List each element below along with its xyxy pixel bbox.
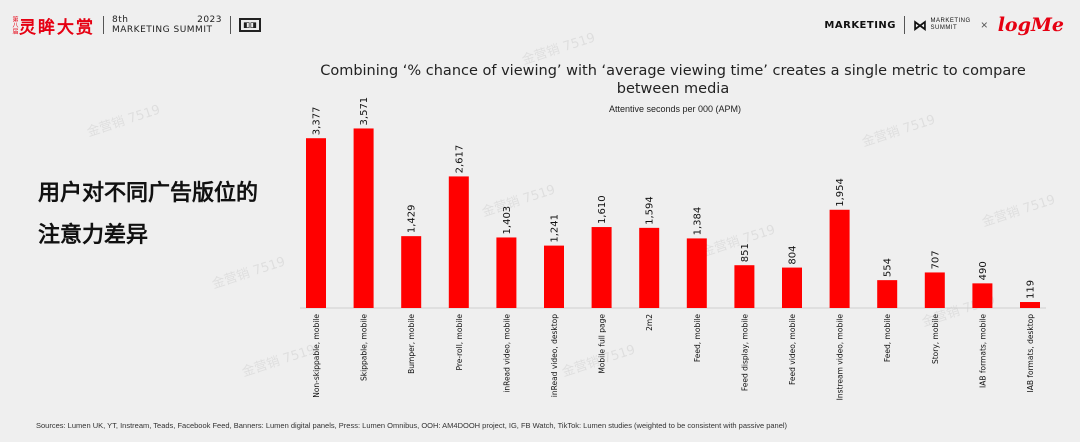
summit-year: 2023	[197, 15, 222, 25]
source-note: Sources: Lumen UK, YT, Instream, Teads, …	[36, 421, 788, 430]
m-mark-icon: ⋈	[913, 16, 928, 33]
bar	[353, 128, 374, 308]
bar	[686, 238, 707, 308]
event-logo: 第八届 灵眸大赏 8th 2023 MARKETING SUMMIT ◧◨	[7, 12, 261, 38]
category-label: Non-skippable, mobile	[312, 314, 321, 398]
data-label: 1,594	[645, 196, 656, 225]
bar	[877, 280, 898, 308]
marketing-logo: MARKETING	[824, 19, 897, 31]
marketing-summit-logo: ⋈ MARKETING SUMMIT	[913, 18, 971, 32]
data-label: 1,403	[502, 206, 513, 235]
category-label: Bumper, mobile	[407, 314, 416, 374]
chart-subtitle: Attentive seconds per 000 (APM)	[608, 104, 742, 114]
partner-logos: MARKETING ⋈ MARKETING SUMMIT × logMe	[824, 10, 1064, 40]
brand-mark-icon: ◧◨	[239, 18, 261, 32]
divider	[904, 16, 906, 34]
bar	[829, 209, 850, 308]
data-label: 2,617	[454, 145, 465, 174]
logo-vertical-text: 第八届	[11, 16, 17, 34]
category-label: Feed display, mobile	[740, 314, 749, 391]
data-label: 707	[930, 250, 941, 269]
data-label: 554	[883, 258, 894, 277]
category-label: Mobile full page	[598, 314, 607, 374]
bar	[782, 267, 802, 308]
bar	[544, 245, 564, 308]
times-icon: ×	[980, 18, 988, 32]
category-label: IAB formats, desktop	[1026, 314, 1035, 393]
category-label: Story, mobile	[931, 314, 940, 364]
bar	[496, 237, 517, 308]
category-label: Feed, mobile	[883, 314, 892, 362]
category-label: inRead video, desktop	[550, 314, 559, 397]
bar	[401, 236, 422, 308]
data-label: 490	[978, 261, 989, 280]
category-label: 2m2	[645, 314, 654, 331]
data-label: 3,571	[359, 97, 370, 126]
data-label: 1,384	[692, 207, 703, 236]
side-title-line2: 注意力差异	[38, 222, 149, 248]
data-label: 3,377	[312, 107, 323, 136]
summit-logo-line2: SUMMIT	[930, 25, 958, 31]
side-title-line1: 用户对不同广告版位的	[38, 180, 259, 206]
logo-text: 灵眸大赏	[19, 17, 95, 38]
data-label: 1,241	[550, 214, 561, 243]
chart-title: Combining ‘% chance of viewing’ with ‘av…	[320, 63, 1026, 97]
data-label: 119	[1026, 280, 1037, 299]
category-label: Instream video, mobile	[836, 314, 845, 401]
data-label: 1,429	[407, 205, 418, 234]
category-label: Feed, mobile	[693, 314, 702, 362]
data-label: 1,954	[835, 178, 846, 207]
data-label: 804	[788, 245, 799, 264]
category-label: Skippable, mobile	[360, 314, 369, 381]
bar	[591, 227, 612, 308]
divider	[103, 16, 104, 34]
bar	[734, 265, 755, 308]
summit-label: 8th 2023 MARKETING SUMMIT	[112, 15, 222, 35]
lingjing-logo: 第八届 灵眸大赏	[7, 13, 95, 38]
category-label: IAB formats, mobile	[978, 314, 987, 388]
side-title: 用户对不同广告版位的 注意力差异	[38, 172, 258, 256]
category-label: Pre-roll, mobile	[455, 314, 464, 371]
bar	[924, 272, 945, 308]
data-label: 851	[740, 243, 751, 262]
category-label: Feed video, mobile	[788, 314, 797, 385]
logme-logo: logMe	[997, 14, 1064, 36]
divider	[230, 16, 231, 34]
bar	[448, 176, 469, 308]
bar	[1020, 302, 1040, 308]
bar	[639, 227, 660, 308]
bar	[972, 283, 993, 308]
summit-logo-line1: MARKETING	[930, 18, 971, 24]
summit-edition: 8th	[112, 15, 129, 25]
category-label: inRead video, mobile	[502, 314, 511, 393]
data-label: 1,610	[597, 195, 608, 224]
summit-name: MARKETING SUMMIT	[112, 25, 213, 35]
bar	[306, 138, 326, 308]
